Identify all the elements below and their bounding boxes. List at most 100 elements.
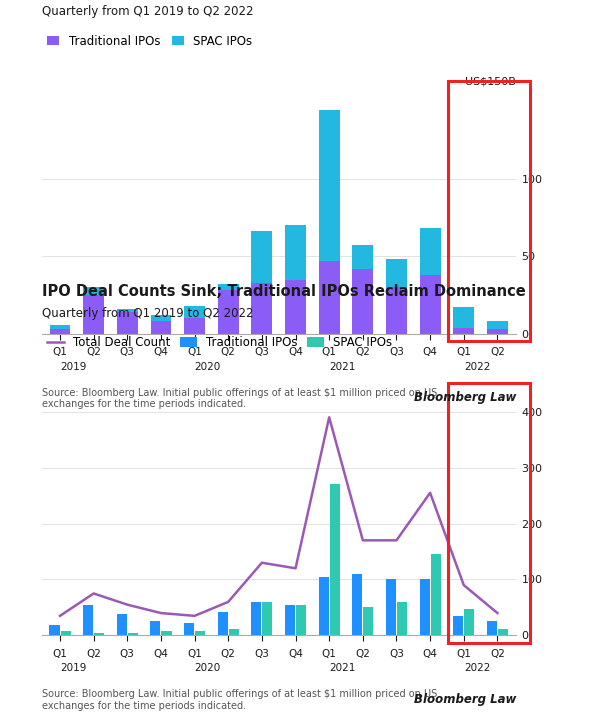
Bar — [386, 259, 407, 287]
Bar — [352, 246, 373, 269]
Bar — [184, 623, 194, 635]
Bar — [128, 633, 138, 635]
Bar — [386, 579, 396, 635]
Bar — [218, 284, 238, 290]
Bar — [285, 279, 306, 334]
Bar — [117, 614, 127, 635]
Bar — [161, 631, 171, 635]
Bar — [94, 633, 104, 635]
Bar — [218, 612, 228, 635]
Bar — [431, 554, 441, 635]
Text: Q3: Q3 — [254, 648, 269, 658]
Text: Q3: Q3 — [120, 347, 135, 357]
Text: Q1: Q1 — [322, 648, 337, 658]
Text: Q2: Q2 — [490, 347, 505, 357]
Text: 2019: 2019 — [60, 362, 87, 371]
Text: Q1: Q1 — [53, 648, 68, 658]
Text: Q2: Q2 — [490, 648, 505, 658]
Bar — [453, 327, 474, 334]
Bar — [318, 577, 329, 635]
Bar — [229, 629, 239, 635]
Bar — [218, 290, 238, 334]
Bar — [117, 309, 138, 312]
Bar — [285, 225, 306, 279]
Bar — [319, 111, 340, 261]
Text: Q3: Q3 — [120, 648, 135, 658]
Text: Quarterly from Q1 2019 to Q2 2022: Quarterly from Q1 2019 to Q2 2022 — [42, 307, 253, 320]
Bar — [319, 261, 340, 334]
Text: Source: Bloomberg Law. Initial public offerings of at least $1 million priced on: Source: Bloomberg Law. Initial public of… — [42, 388, 437, 409]
Bar — [498, 629, 508, 635]
Bar — [50, 325, 71, 330]
Bar — [83, 605, 93, 635]
Text: Bloomberg Law: Bloomberg Law — [413, 693, 516, 706]
Bar — [453, 307, 474, 327]
Text: 2022: 2022 — [464, 362, 490, 371]
Text: IPO Deal Counts Sink; Traditional IPOs Reclaim Dominance: IPO Deal Counts Sink; Traditional IPOs R… — [42, 284, 525, 299]
Text: Q2: Q2 — [86, 648, 101, 658]
Bar — [195, 631, 205, 635]
Text: Q1: Q1 — [187, 347, 202, 357]
Text: Q2: Q2 — [86, 347, 101, 357]
Bar — [151, 322, 171, 334]
Bar — [50, 330, 71, 334]
Bar — [352, 269, 373, 334]
Bar — [117, 312, 138, 334]
Text: Q2: Q2 — [221, 648, 235, 658]
Bar — [184, 318, 205, 334]
Bar — [49, 625, 59, 635]
Text: Q1: Q1 — [457, 347, 471, 357]
Text: Q4: Q4 — [423, 347, 438, 357]
Text: 2022: 2022 — [464, 663, 490, 673]
Bar — [262, 602, 273, 635]
Text: Q1: Q1 — [187, 648, 202, 658]
Bar — [296, 605, 306, 635]
Bar — [453, 616, 463, 635]
Bar — [83, 287, 104, 295]
Bar — [60, 631, 71, 635]
Text: Q3: Q3 — [389, 347, 404, 357]
Bar — [151, 622, 161, 635]
Text: Q1: Q1 — [457, 648, 471, 658]
Text: Source: Bloomberg Law. Initial public offerings of at least $1 million priced on: Source: Bloomberg Law. Initial public of… — [42, 689, 437, 711]
Text: Q2: Q2 — [355, 347, 370, 357]
Bar — [83, 295, 104, 334]
Bar — [420, 275, 441, 334]
Text: Q3: Q3 — [389, 648, 404, 658]
Bar — [352, 574, 362, 635]
Text: Q4: Q4 — [288, 347, 303, 357]
Bar — [487, 622, 497, 635]
Bar — [364, 607, 374, 635]
Text: Q2: Q2 — [355, 648, 370, 658]
Bar — [487, 330, 508, 334]
Bar — [487, 322, 508, 330]
Legend: Traditional IPOs, SPAC IPOs: Traditional IPOs, SPAC IPOs — [47, 34, 253, 47]
Bar — [251, 602, 262, 635]
Text: 2019: 2019 — [60, 663, 87, 673]
Text: Q1: Q1 — [53, 347, 68, 357]
Text: Q4: Q4 — [154, 648, 168, 658]
Bar — [184, 306, 205, 318]
Text: 2021: 2021 — [329, 663, 356, 673]
Bar — [420, 228, 441, 275]
Text: 2021: 2021 — [329, 362, 356, 371]
Text: US$150B: US$150B — [465, 76, 516, 86]
Bar — [330, 485, 340, 635]
Text: Q3: Q3 — [254, 347, 269, 357]
Text: Bloomberg Law: Bloomberg Law — [413, 391, 516, 404]
Bar — [448, 383, 530, 643]
Text: Q4: Q4 — [154, 347, 168, 357]
Text: Q4: Q4 — [423, 648, 438, 658]
Text: Quarterly from Q1 2019 to Q2 2022: Quarterly from Q1 2019 to Q2 2022 — [42, 5, 253, 18]
Bar — [397, 602, 407, 635]
Bar — [151, 315, 171, 322]
Text: Q1: Q1 — [322, 347, 337, 357]
Bar — [419, 579, 429, 635]
Bar — [285, 605, 295, 635]
Legend: Total Deal Count, Traditional IPOs, SPAC IPOs: Total Deal Count, Traditional IPOs, SPAC… — [47, 336, 392, 349]
Text: 2020: 2020 — [195, 362, 221, 371]
Bar — [251, 283, 272, 334]
Bar — [251, 231, 272, 283]
Text: Q2: Q2 — [221, 347, 235, 357]
Bar — [448, 81, 530, 341]
